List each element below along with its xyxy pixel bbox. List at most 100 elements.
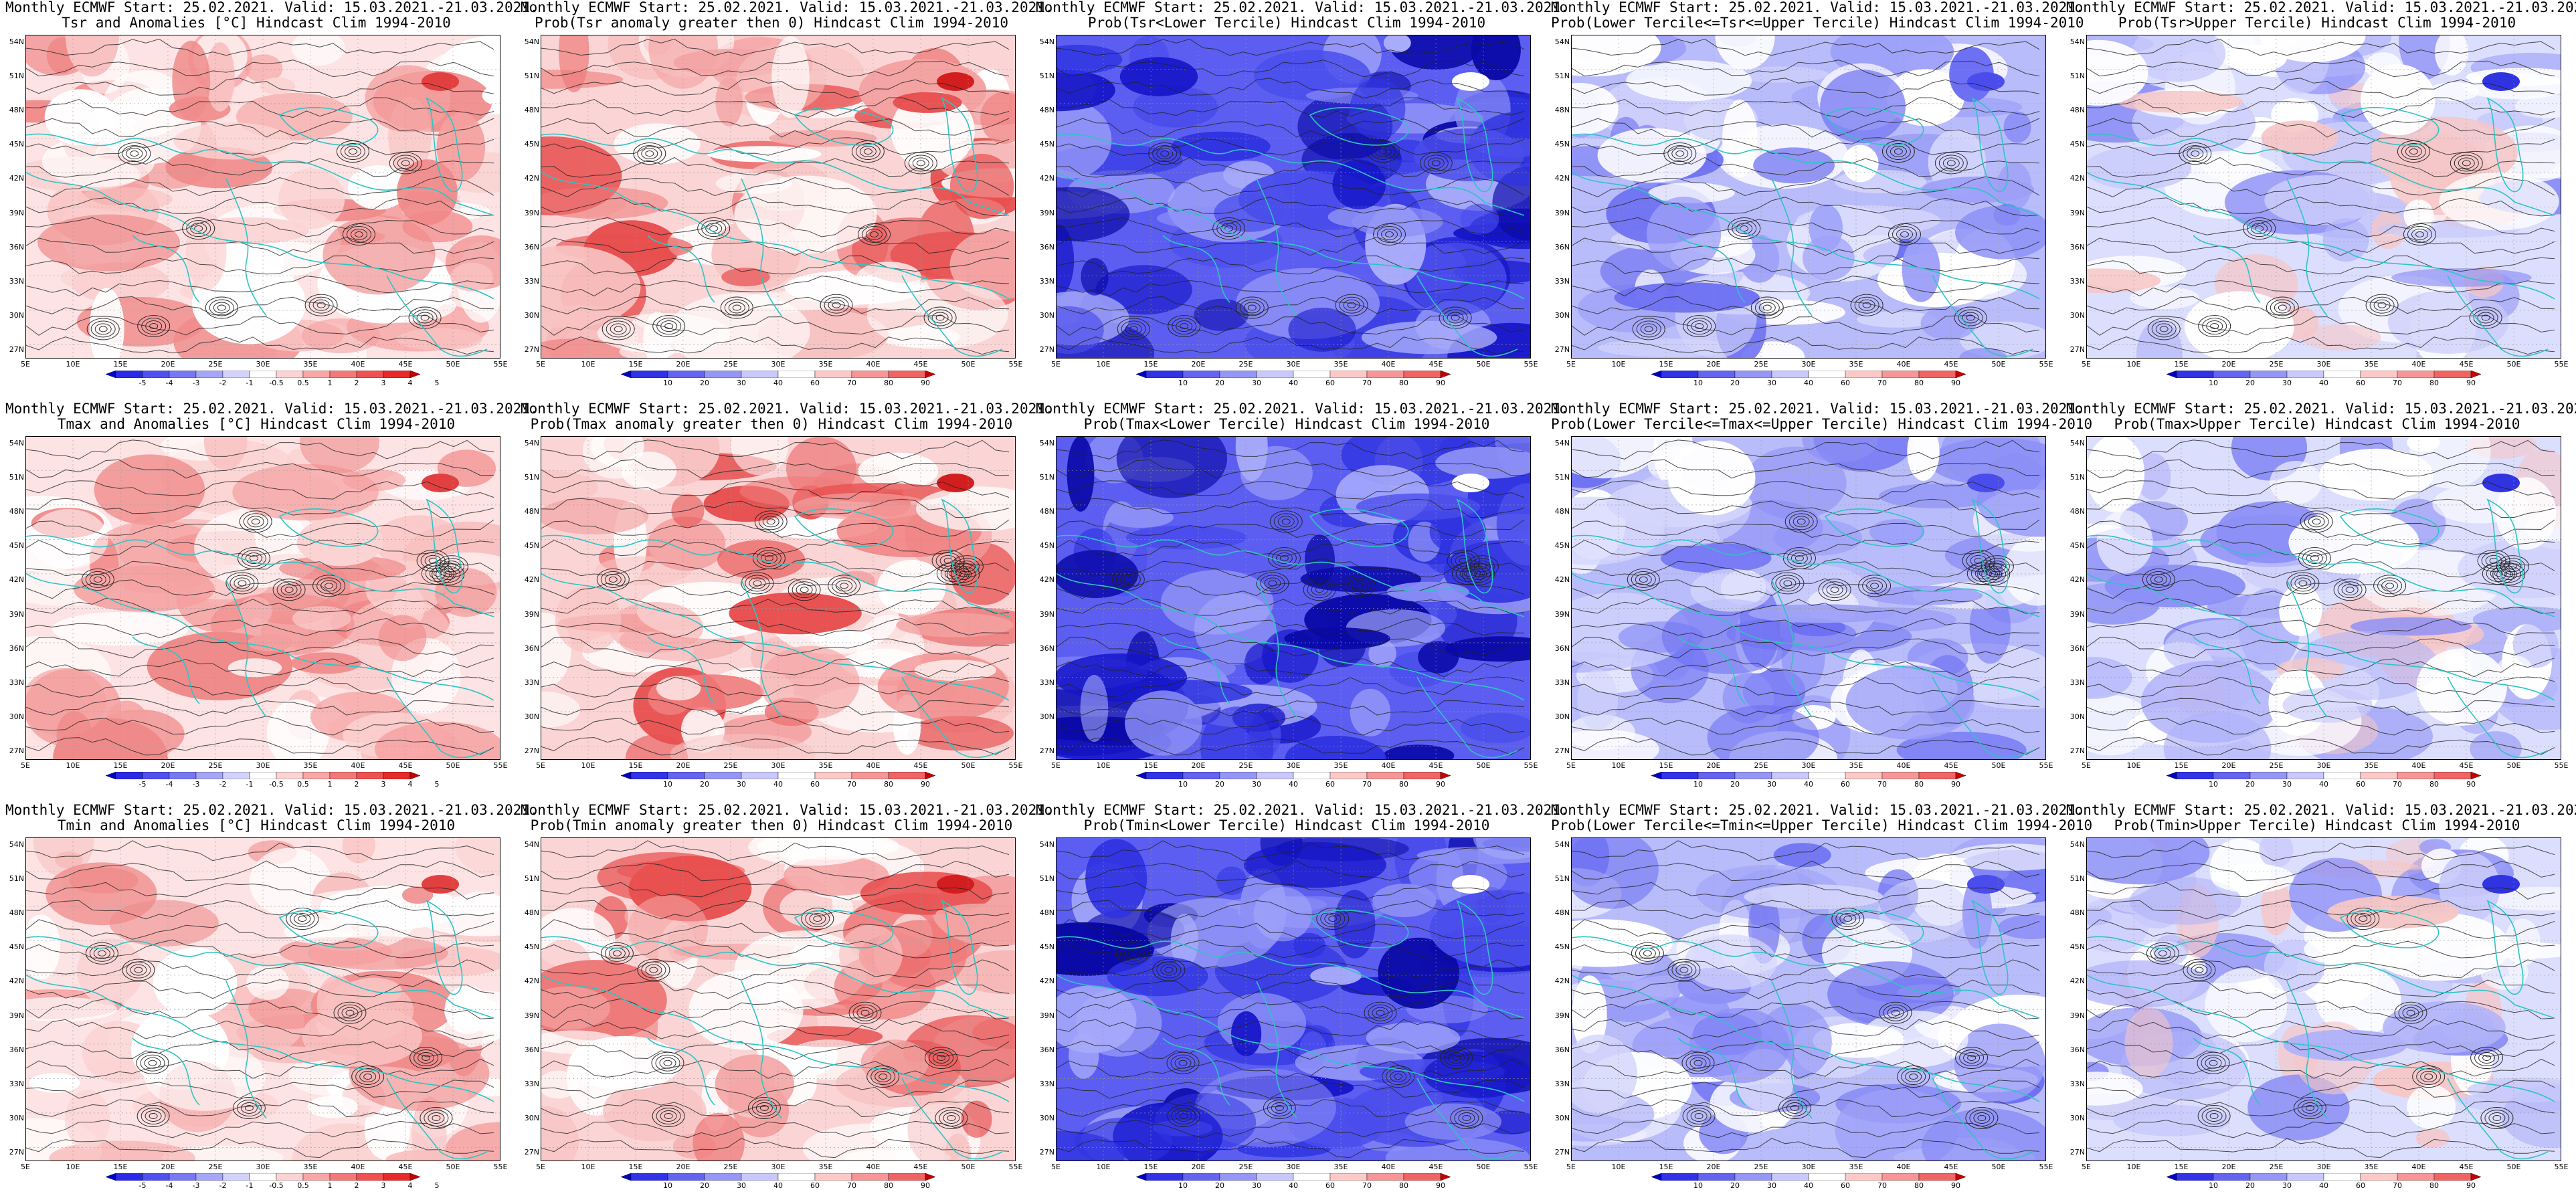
orography-contour bbox=[856, 1007, 874, 1019]
isotherm-contour bbox=[1571, 498, 2040, 518]
coastline bbox=[1971, 498, 2009, 594]
longitude-tick-label: 50E bbox=[961, 1163, 976, 1171]
shaded-field-patch bbox=[1827, 961, 1954, 1027]
isotherm-contour bbox=[1056, 336, 1525, 355]
highlight-patch bbox=[1452, 474, 1489, 492]
colorbar-swatch bbox=[621, 772, 632, 779]
colorbar-tick-label: -5 bbox=[139, 780, 147, 789]
longitude-tick-label: 10E bbox=[66, 360, 80, 369]
orography-contour bbox=[347, 225, 371, 243]
orography-contour bbox=[2209, 1113, 2219, 1119]
orography-contour bbox=[645, 964, 662, 976]
orography-contour bbox=[1858, 299, 1875, 311]
shaded-field-patch bbox=[2086, 268, 2161, 293]
colorbar-tick-label: 10 bbox=[663, 379, 672, 387]
shaded-field-patch bbox=[1907, 436, 1940, 481]
colorbar-swatch bbox=[383, 772, 411, 779]
orography-contour bbox=[1854, 296, 1879, 314]
shaded-field-patch bbox=[541, 691, 580, 728]
coastline bbox=[541, 974, 1010, 1102]
latitude-tick-label: 42N bbox=[2069, 977, 2085, 986]
shaded-field-patch bbox=[2282, 688, 2373, 723]
shaded-field-patch bbox=[721, 268, 770, 287]
orography-contour bbox=[2206, 320, 2223, 332]
shaded-field-patch bbox=[1116, 436, 1228, 498]
longitude-tick-label: 25E bbox=[723, 761, 738, 770]
orography-contour bbox=[751, 1100, 777, 1116]
forecast-map bbox=[2086, 436, 2561, 760]
isotherm-contour bbox=[1571, 939, 2040, 959]
colorbar-swatch bbox=[925, 1173, 935, 1181]
isotherm-contour bbox=[25, 97, 494, 118]
isotherm-contour bbox=[1571, 597, 2040, 616]
orography-contour bbox=[1900, 231, 1909, 237]
panel-title-run: Monthly ECMWF Start: 25.02.2021. Valid: … bbox=[1036, 0, 1569, 15]
colorbar-tick-label: 10 bbox=[1693, 1181, 1703, 1190]
orography-contour bbox=[320, 580, 338, 592]
isotherm-contour bbox=[1056, 979, 1525, 999]
orography-contour bbox=[1474, 571, 1483, 578]
orography-contour bbox=[1862, 302, 1871, 308]
longitude-tick-label: 55E bbox=[2039, 761, 2053, 770]
orography-contour bbox=[209, 299, 234, 316]
coastline bbox=[225, 178, 267, 316]
colorbar bbox=[1651, 772, 1966, 779]
shaded-field-patch bbox=[301, 318, 381, 354]
latitude-tick-label: 48N bbox=[9, 106, 24, 115]
colorbar-swatch bbox=[1403, 371, 1441, 378]
colorbar-swatch bbox=[2286, 1173, 2324, 1181]
longitude-tick-label: 55E bbox=[1524, 761, 1538, 770]
orography-contour bbox=[2197, 1105, 2231, 1127]
shaded-field-patch bbox=[715, 1054, 794, 1114]
coastline bbox=[794, 107, 894, 146]
orography-contour bbox=[2377, 577, 2403, 595]
orography-contour bbox=[251, 518, 260, 525]
coastline bbox=[2086, 534, 2555, 617]
shaded-field-patch bbox=[1080, 674, 1109, 742]
isotherm-contour bbox=[25, 998, 494, 1019]
latitude-tick-label: 54N bbox=[524, 840, 539, 849]
latitude-tick-label: 36N bbox=[1554, 643, 1570, 653]
highlight-patch bbox=[1967, 875, 2005, 894]
orography-contour bbox=[2496, 566, 2522, 583]
shaded-field-patch bbox=[2130, 286, 2200, 310]
colorbar-tick-label: -2 bbox=[219, 780, 227, 789]
colorbar-tick-label: 80 bbox=[2429, 1181, 2439, 1190]
map-frame bbox=[1056, 436, 1531, 760]
shaded-field-patch bbox=[299, 436, 379, 474]
latitude-tick-label: 42N bbox=[9, 174, 24, 183]
latitude-tick-label: 48N bbox=[524, 507, 539, 516]
shaded-field-patch bbox=[1386, 581, 1469, 602]
coastline bbox=[1256, 981, 1297, 1119]
colorbar-swatch bbox=[1845, 371, 1883, 378]
orography-contour bbox=[420, 1107, 453, 1129]
orography-contour bbox=[1885, 143, 1911, 160]
latitude-tick-label: 51N bbox=[524, 473, 539, 482]
shaded-field-patch bbox=[1436, 849, 1464, 909]
orography-contour bbox=[2333, 579, 2367, 601]
orography-contour bbox=[1466, 566, 1491, 583]
orography-contour bbox=[1667, 145, 1693, 163]
orography-contour bbox=[2201, 1108, 2227, 1124]
isotherm-contour bbox=[2086, 336, 2555, 355]
colorbar bbox=[2167, 772, 2481, 779]
shaded-field-patch bbox=[1954, 1023, 2045, 1102]
longitude-tick-label: 30E bbox=[1286, 761, 1301, 770]
isotherm-contour bbox=[1056, 882, 1525, 901]
orography-contour bbox=[832, 577, 857, 595]
colorbar-tick-label: 40 bbox=[1804, 379, 1813, 387]
isotherm-contour bbox=[2086, 439, 2555, 460]
coastline bbox=[426, 900, 463, 995]
longitude-tick-label: 45E bbox=[2459, 360, 2474, 369]
latitude-tick-label: 27N bbox=[2069, 1148, 2085, 1157]
shaded-field-patch bbox=[648, 516, 726, 571]
map-panel: Monthly ECMWF Start: 25.02.2021. Valid: … bbox=[2066, 803, 2576, 1204]
colorbar-swatch bbox=[1918, 371, 1956, 378]
shaded-field-patch bbox=[790, 944, 832, 963]
coastline bbox=[1824, 910, 1924, 948]
coastline bbox=[2086, 936, 2555, 1019]
orography-contour bbox=[958, 561, 976, 573]
orography-contour bbox=[89, 573, 106, 585]
colorbar-swatch bbox=[329, 772, 357, 779]
orography-contour bbox=[1728, 217, 1761, 240]
